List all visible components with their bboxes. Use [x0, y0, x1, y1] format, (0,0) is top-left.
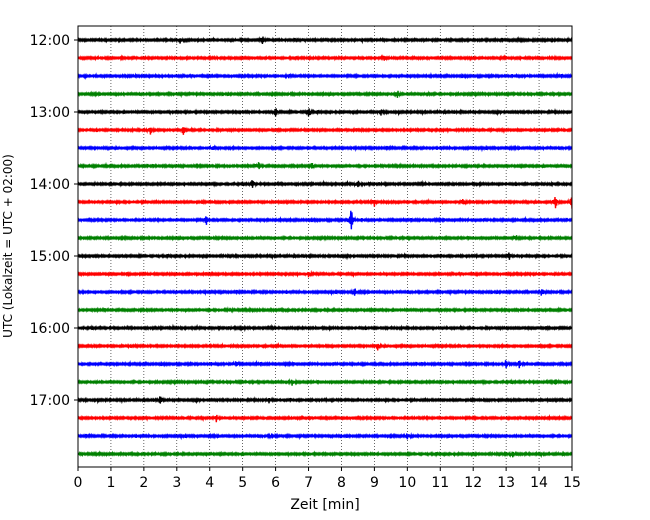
- trace-1600: [78, 323, 572, 333]
- trace-1330: [78, 144, 572, 153]
- trace-1515: [78, 269, 572, 278]
- trace-1200: [78, 36, 572, 45]
- trace-1545: [78, 306, 572, 314]
- x-axis-ticks: 0 1 2 3 4 5 6 7 8 9 10 11 12 13 14 15: [74, 467, 581, 491]
- x-tick-label: 15: [563, 475, 581, 491]
- y-axis-ticks: 12:00 13:00 14:00 15:00 16:00 17:00: [30, 33, 78, 409]
- x-tick-label: 8: [337, 475, 346, 491]
- plot-area: [77, 25, 573, 468]
- x-tick-label: 0: [74, 475, 83, 491]
- trace-1700: [78, 396, 572, 405]
- x-tick-label: 3: [172, 475, 181, 491]
- y-axis-label: UTC (Lokalzeit = UTC + 02:00): [1, 154, 15, 338]
- trace-1615: [78, 342, 572, 351]
- x-axis-label: Zeit [min]: [290, 497, 359, 513]
- x-tick-label: 10: [398, 475, 416, 491]
- x-tick-label: 4: [205, 475, 214, 491]
- trace-1530: [78, 288, 572, 297]
- trace-1230: [78, 71, 572, 81]
- y-tick-label: 14:00: [30, 177, 70, 193]
- trace-1415: [78, 196, 572, 209]
- x-tick-label: 14: [530, 475, 548, 491]
- trace-1245: [78, 90, 572, 99]
- x-tick-label: 13: [497, 475, 515, 491]
- trace-1630: [78, 359, 572, 369]
- x-tick-label: 6: [271, 475, 280, 491]
- plot-frame: [77, 25, 573, 468]
- trace-1430: [78, 210, 572, 230]
- trace-1445: [78, 234, 572, 242]
- y-tick-label: 15:00: [30, 249, 70, 265]
- y-tick-label: 12:00: [30, 33, 70, 49]
- x-tick-label: 1: [106, 475, 115, 491]
- trace-1400: [78, 179, 572, 188]
- x-tick-label: 11: [431, 475, 449, 491]
- trace-1715: [78, 414, 572, 423]
- trace-1730: [78, 432, 572, 441]
- x-tick-label: 5: [238, 475, 247, 491]
- trace-1645: [78, 378, 572, 386]
- x-tick-label: 7: [304, 475, 313, 491]
- trace-1300: [78, 108, 572, 117]
- trace-1345: [78, 161, 572, 170]
- y-tick-label: 17:00: [30, 393, 70, 409]
- trace-1215: [78, 54, 572, 62]
- trace-1500: [78, 252, 572, 261]
- x-tick-label: 12: [464, 475, 482, 491]
- y-tick-label: 16:00: [30, 321, 70, 337]
- trace-1745: [78, 450, 572, 459]
- trace-1315: [78, 126, 572, 135]
- x-tick-label: 9: [370, 475, 379, 491]
- seismogram-traces: [78, 36, 572, 459]
- y-tick-label: 13:00: [30, 105, 70, 121]
- x-tick-label: 2: [139, 475, 148, 491]
